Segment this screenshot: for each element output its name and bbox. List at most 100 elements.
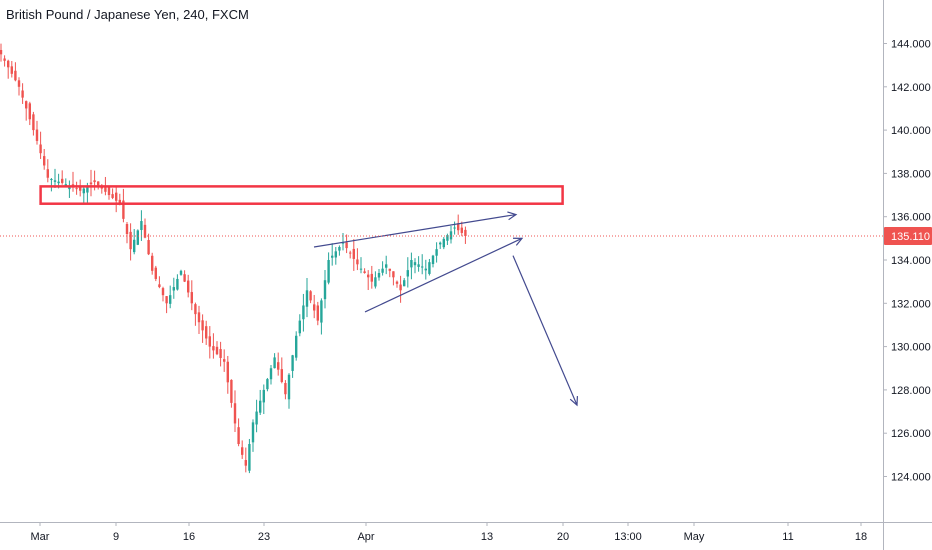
candle-body (28, 103, 31, 120)
x-tick-label: 9 (113, 531, 119, 543)
candle-body (194, 304, 197, 315)
candle-body (313, 304, 316, 311)
candle-body (35, 129, 39, 141)
y-tick-label: 136.000 (891, 212, 931, 224)
candle-body (219, 349, 222, 358)
candle-body (104, 186, 107, 192)
candle-body (107, 186, 111, 196)
candle-body (356, 259, 359, 265)
y-tick-label: 142.000 (891, 82, 931, 94)
candle-body (3, 58, 6, 61)
candle-body (255, 411, 258, 425)
candle-body (431, 255, 435, 265)
candle-body (374, 277, 377, 287)
candle-body (97, 181, 100, 186)
candle-body (89, 182, 93, 185)
candle-body (424, 268, 427, 271)
candle-body (302, 305, 305, 320)
candle-body (273, 357, 276, 369)
candle-body (277, 362, 280, 370)
x-tick-label: 13:00 (614, 531, 642, 543)
y-tick-label: 132.000 (891, 298, 931, 310)
candle-body (75, 188, 78, 190)
candle-body (82, 188, 85, 194)
y-tick-label: 144.000 (891, 39, 931, 51)
candle-body (370, 273, 373, 282)
candle-body (14, 70, 17, 81)
candle-body (147, 240, 150, 255)
candle-body (367, 274, 370, 278)
candle-body (421, 266, 424, 268)
candle-body (10, 66, 13, 74)
candle-body (248, 444, 251, 471)
candle-body (143, 224, 147, 238)
candle-body (57, 181, 60, 184)
candle-body (230, 379, 233, 403)
candle-body (413, 262, 417, 266)
candle-body (100, 186, 103, 189)
candle-body (298, 320, 301, 334)
candle-body (25, 101, 28, 109)
candle-body (287, 374, 291, 400)
x-tick-label: Mar (31, 531, 50, 543)
x-tick-label: 11 (782, 531, 793, 543)
candle-body (359, 268, 363, 270)
candle-body (205, 326, 208, 339)
candle-body (187, 280, 190, 293)
candle-body (403, 280, 406, 287)
wedge-upper-arrow-head (507, 211, 518, 221)
wedge-upper-arrow (313, 213, 517, 248)
candle-body (439, 242, 442, 245)
candle-body (259, 400, 262, 413)
candle-body (61, 178, 64, 183)
candle-body (377, 272, 381, 278)
candle-body (212, 346, 215, 351)
candle-body (46, 169, 49, 178)
candle-body (183, 274, 186, 282)
candle-body (399, 284, 402, 291)
candle-body (406, 270, 409, 277)
candle-body (460, 227, 463, 233)
candle-body (295, 335, 298, 358)
y-tick-label: 140.000 (891, 125, 931, 137)
y-tick-label: 130.000 (891, 342, 931, 354)
candle-body (165, 296, 168, 304)
candle-body (151, 255, 154, 271)
x-tick-label: 16 (183, 531, 195, 543)
candle-body (133, 239, 136, 253)
candle-body (50, 179, 53, 181)
candle-body (93, 180, 96, 183)
candle-body (86, 186, 89, 193)
projection-arrow-head (569, 396, 579, 407)
candle-body (21, 90, 24, 98)
resistance-zone-box (39, 185, 564, 205)
candle-body (233, 403, 237, 424)
candle-body (251, 422, 255, 443)
candle-body (136, 230, 139, 245)
candle-body (305, 290, 309, 307)
candle-body (197, 312, 201, 323)
candle-body (226, 361, 229, 383)
candle-body (291, 355, 294, 371)
candle-body (111, 194, 114, 198)
candle-body (334, 251, 337, 258)
x-tick-label: 18 (855, 531, 867, 543)
candle-body (395, 281, 399, 284)
candle-body (122, 200, 125, 219)
y-tick-label: 128.000 (891, 385, 931, 397)
candle-body (223, 359, 226, 362)
candle-body (446, 235, 449, 241)
candle-body (118, 199, 121, 204)
y-tick-label: 126.000 (891, 428, 931, 440)
candle-body (338, 247, 341, 251)
candle-body (323, 280, 327, 300)
x-tick-label: 23 (258, 531, 270, 543)
candle-body (244, 460, 247, 466)
y-tick-label: 134.000 (891, 255, 931, 267)
candle-body (453, 227, 456, 229)
x-tick-label: 13 (481, 531, 493, 543)
candle-body (201, 320, 204, 331)
candle-body (341, 242, 345, 244)
last-price-tag (884, 226, 932, 245)
